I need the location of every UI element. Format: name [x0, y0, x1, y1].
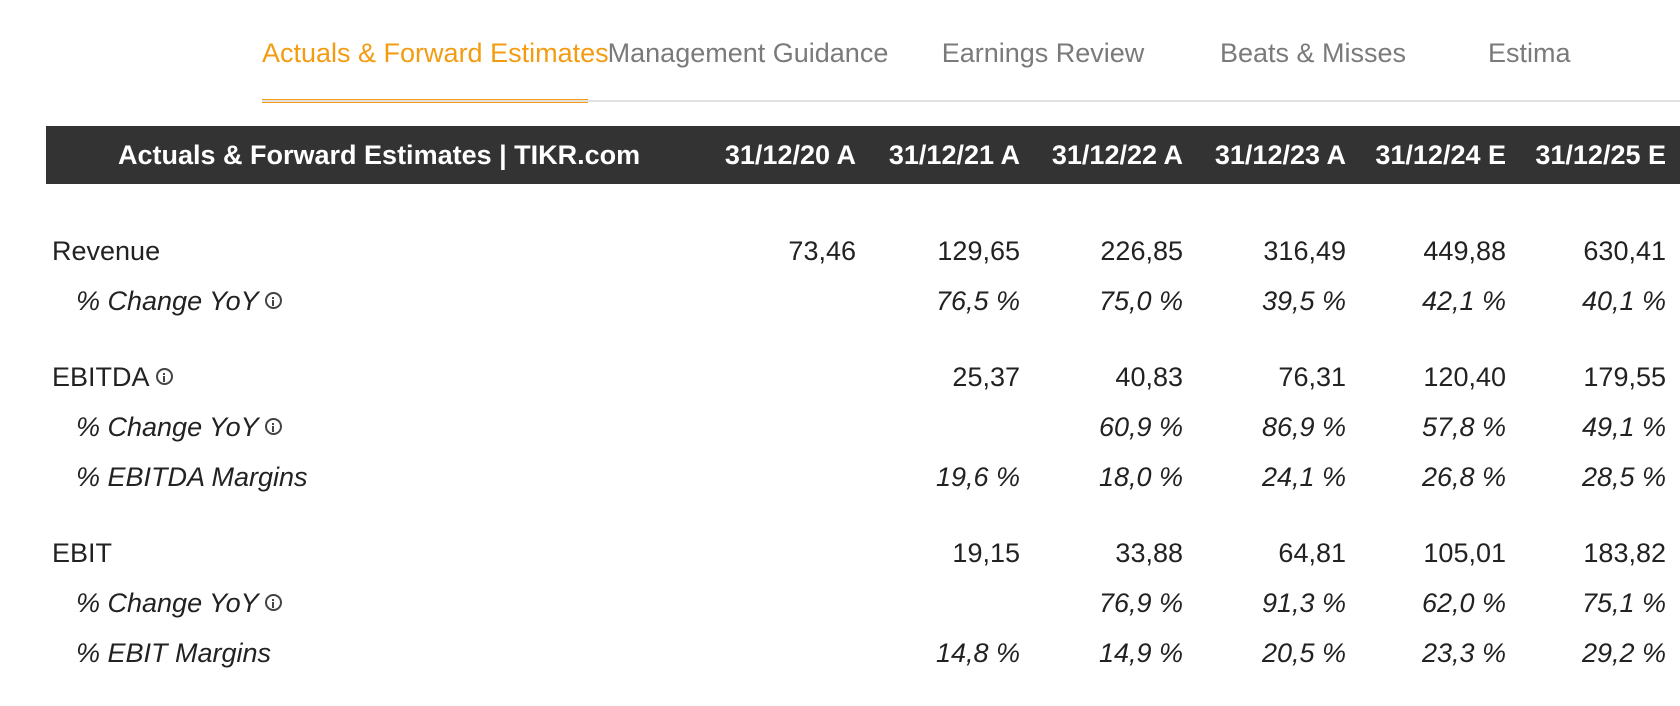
- table-cell: 64,81: [1278, 538, 1346, 568]
- row-label[interactable]: EBITDA: [52, 357, 173, 397]
- table-row-ebit-margins: % EBIT Margins 14,8 % 14,9 % 20,5 % 23,3…: [46, 633, 1680, 673]
- table-cell: 75,0 %: [1098, 286, 1183, 316]
- info-icon[interactable]: [264, 292, 282, 310]
- table-cell: 60,9 %: [1098, 412, 1183, 442]
- table-cell: 62,0 %: [1421, 588, 1506, 618]
- table-row-ebit: EBIT 19,15 33,88 64,81 105,01 183,82: [46, 533, 1680, 573]
- table-row-revenue: Revenue 73,46 129,65 226,85 316,49 449,8…: [46, 231, 1680, 271]
- table-cell: 19,6 %: [935, 462, 1020, 492]
- row-label[interactable]: EBIT: [52, 538, 113, 568]
- table-cell: 14,8 %: [935, 638, 1020, 668]
- table-row-ebit-change-yoy: % Change YoY 76,9 % 91,3 % 62,0 % 75,1 %: [46, 583, 1680, 623]
- table-cell: 18,0 %: [1098, 462, 1183, 492]
- info-icon[interactable]: [155, 368, 173, 386]
- table-cell: 26,8 %: [1421, 462, 1506, 492]
- table-row-ebitda-margins: % EBITDA Margins 19,6 % 18,0 % 24,1 % 26…: [46, 457, 1680, 497]
- row-label[interactable]: % Change YoY: [76, 281, 282, 321]
- table-cell: 29,2 %: [1581, 638, 1666, 668]
- table-cell: 316,49: [1263, 236, 1346, 266]
- table-cell: 129,65: [937, 236, 1020, 266]
- row-label[interactable]: Revenue: [52, 236, 161, 266]
- table-cell: 24,1 %: [1261, 462, 1346, 492]
- table-cell: 40,1 %: [1581, 286, 1666, 316]
- column-header[interactable]: 31/12/25 E: [1535, 140, 1666, 170]
- table-cell: 14,9 %: [1098, 638, 1183, 668]
- tab-estimates[interactable]: Estima: [1488, 38, 1571, 68]
- table-cell: 120,40: [1423, 362, 1506, 392]
- table-cell: 179,55: [1583, 362, 1666, 392]
- table-row-revenue-change-yoy: % Change YoY 76,5 % 75,0 % 39,5 % 42,1 %…: [46, 281, 1680, 321]
- column-header[interactable]: 31/12/21 A: [888, 140, 1020, 170]
- column-header[interactable]: 31/12/24 E: [1375, 140, 1506, 170]
- table-cell: 28,5 %: [1581, 462, 1666, 492]
- table-cell: 42,1 %: [1421, 286, 1506, 316]
- table-cell: 91,3 %: [1261, 588, 1346, 618]
- table-header: Actuals & Forward Estimates | TIKR.com 3…: [46, 126, 1680, 184]
- table-cell: 105,01: [1423, 538, 1506, 568]
- tab-beats-misses[interactable]: Beats & Misses: [1219, 38, 1407, 68]
- table-cell: 183,82: [1583, 538, 1666, 568]
- tab-divider: [262, 100, 1680, 102]
- row-label[interactable]: % EBITDA Margins: [76, 462, 308, 492]
- table-cell: 76,5 %: [935, 286, 1020, 316]
- table-cell: 19,15: [952, 538, 1020, 568]
- table-cell: 226,85: [1100, 236, 1183, 266]
- table-cell: 23,3 %: [1421, 638, 1506, 668]
- table-cell: 76,31: [1278, 362, 1346, 392]
- table-cell: 25,37: [952, 362, 1020, 392]
- table-row-ebitda: EBITDA 25,37 40,83 76,31 120,40 179,55: [46, 357, 1680, 397]
- table-cell: 449,88: [1423, 236, 1506, 266]
- table-cell: 86,9 %: [1261, 412, 1346, 442]
- column-header[interactable]: 31/12/20 A: [724, 140, 856, 170]
- table-cell: 39,5 %: [1261, 286, 1346, 316]
- table-cell: 630,41: [1583, 236, 1666, 266]
- row-label[interactable]: % EBIT Margins: [76, 638, 272, 668]
- table-cell: 20,5 %: [1261, 638, 1346, 668]
- table-row-ebitda-change-yoy: % Change YoY 60,9 % 86,9 % 57,8 % 49,1 %: [46, 407, 1680, 447]
- column-header[interactable]: 31/12/23 A: [1214, 140, 1346, 170]
- table-cell: 40,83: [1115, 362, 1183, 392]
- table-cell: 73,46: [788, 236, 856, 266]
- row-label[interactable]: % Change YoY: [76, 583, 282, 623]
- tab-earnings-review[interactable]: Earnings Review: [941, 38, 1145, 68]
- tab-actuals-forward-estimates[interactable]: Actuals & Forward Estimates: [262, 0, 609, 103]
- table-cell: 57,8 %: [1421, 412, 1506, 442]
- table-cell: 76,9 %: [1098, 588, 1183, 618]
- table-cell: 33,88: [1115, 538, 1183, 568]
- info-icon[interactable]: [264, 418, 282, 436]
- row-label[interactable]: % Change YoY: [76, 407, 282, 447]
- tab-management-guidance[interactable]: Management Guidance: [607, 38, 889, 68]
- info-icon[interactable]: [264, 594, 282, 612]
- column-header[interactable]: 31/12/22 A: [1051, 140, 1183, 170]
- table-cell: 75,1 %: [1581, 588, 1666, 618]
- table-title: Actuals & Forward Estimates | TIKR.com: [118, 140, 641, 170]
- table-cell: 49,1 %: [1581, 412, 1666, 442]
